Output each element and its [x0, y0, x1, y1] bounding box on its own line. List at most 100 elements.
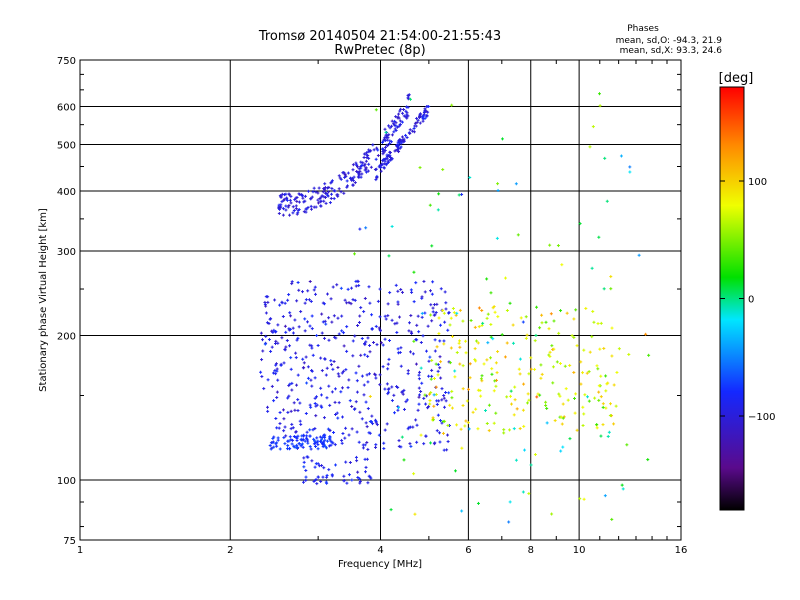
data-point: [321, 320, 325, 324]
stats-line-o: mean, sd,O: -94.3, 21.9: [616, 36, 723, 46]
data-point: [282, 436, 286, 440]
data-point: [525, 333, 529, 337]
data-point: [345, 481, 349, 485]
data-point: [476, 501, 480, 505]
data-point: [319, 479, 323, 483]
data-point: [275, 390, 279, 394]
data-point: [469, 319, 473, 323]
data-point: [560, 263, 564, 267]
y-tick-label: 600: [57, 103, 76, 114]
data-point: [476, 427, 480, 431]
data-point: [539, 363, 543, 367]
data-point: [316, 447, 320, 451]
data-point: [374, 443, 378, 447]
data-point: [473, 347, 477, 351]
data-point: [604, 389, 608, 393]
data-point: [385, 382, 389, 386]
data-point: [332, 314, 336, 318]
data-point: [369, 165, 373, 169]
data-point: [448, 361, 452, 365]
data-point: [283, 348, 287, 352]
data-point: [609, 287, 613, 291]
data-point: [500, 137, 504, 141]
data-point: [425, 113, 429, 117]
data-point: [298, 419, 302, 423]
data-point: [451, 335, 455, 339]
data-point: [429, 303, 433, 307]
data-point: [371, 143, 375, 147]
data-point: [603, 494, 607, 498]
data-point: [423, 393, 427, 397]
data-point: [374, 445, 378, 449]
data-point: [366, 407, 370, 411]
data-point: [302, 456, 306, 460]
data-point: [364, 400, 368, 404]
data-point: [386, 136, 390, 140]
data-point: [316, 443, 320, 447]
data-point: [327, 468, 331, 472]
data-point: [366, 336, 370, 340]
data-point: [351, 178, 355, 182]
data-point: [308, 428, 312, 432]
data-point: [442, 339, 446, 343]
data-point: [319, 356, 323, 360]
data-point: [496, 188, 500, 192]
data-point: [607, 430, 611, 434]
data-point: [422, 396, 426, 400]
data-point: [437, 332, 441, 336]
data-point: [284, 345, 288, 349]
data-point: [342, 369, 346, 373]
data-point: [301, 357, 305, 361]
data-point: [274, 330, 278, 334]
data-point: [261, 338, 265, 342]
data-point: [617, 347, 621, 351]
data-point: [368, 420, 372, 424]
data-point: [451, 306, 455, 310]
data-point: [267, 322, 271, 326]
data-point: [464, 351, 468, 355]
data-point: [336, 194, 340, 198]
data-point: [386, 144, 390, 148]
data-point: [259, 331, 263, 335]
data-point: [597, 390, 601, 394]
data-point: [397, 124, 401, 128]
data-point: [479, 377, 483, 381]
data-point: [429, 289, 433, 293]
data-point: [304, 210, 308, 214]
data-point: [465, 399, 469, 403]
data-point: [557, 331, 561, 335]
data-point: [290, 381, 294, 385]
data-point: [387, 154, 391, 158]
data-point: [393, 149, 397, 153]
data-point: [306, 289, 310, 293]
data-point: [444, 399, 448, 403]
data-point: [361, 161, 365, 165]
data-point: [313, 427, 317, 431]
data-point: [406, 372, 410, 376]
data-point: [436, 413, 440, 417]
data-point: [604, 374, 608, 378]
data-point: [453, 369, 457, 373]
data-point: [306, 206, 310, 210]
data-point: [324, 446, 328, 450]
data-point: [300, 442, 304, 446]
data-point: [355, 430, 359, 434]
data-point: [396, 116, 400, 120]
data-point: [522, 424, 526, 428]
data-point: [309, 196, 313, 200]
data-point: [337, 401, 341, 405]
data-point: [318, 196, 322, 200]
data-point: [346, 386, 350, 390]
data-point: [330, 390, 334, 394]
data-point: [304, 475, 308, 479]
data-point: [442, 342, 446, 346]
data-point: [278, 303, 282, 307]
data-point: [447, 311, 451, 315]
data-point: [601, 423, 605, 427]
data-point: [322, 195, 326, 199]
x-tick-label: 4: [377, 545, 383, 556]
data-point: [359, 306, 363, 310]
y-tick-label: 100: [57, 476, 76, 487]
data-point: [314, 205, 318, 209]
data-point: [288, 447, 292, 451]
